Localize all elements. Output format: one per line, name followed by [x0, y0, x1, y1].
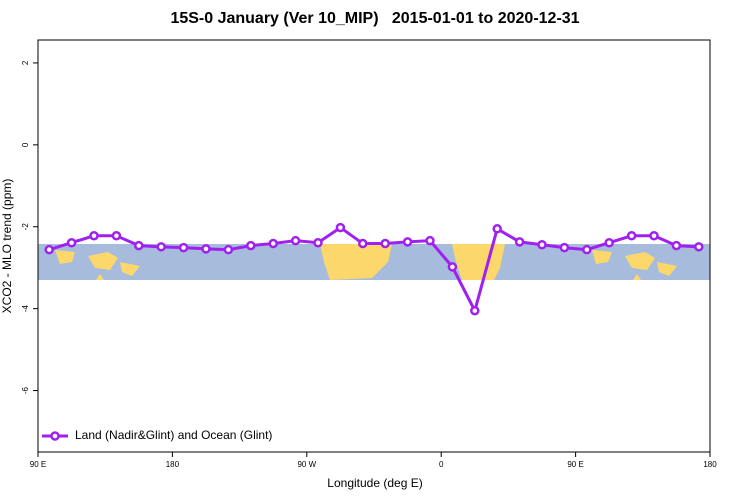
- x-tick-label: 90 E: [567, 460, 583, 469]
- y-tick-label: 2: [21, 60, 30, 65]
- y-tick-label: 0: [21, 142, 30, 147]
- data-point: [66, 237, 77, 248]
- data-point: [626, 231, 637, 241]
- data-point: [313, 237, 323, 248]
- y-tick-label: -4: [21, 305, 30, 313]
- y-axis-label: XCO2 - MLO trend (ppm): [0, 179, 14, 314]
- x-tick-label: 180: [166, 460, 180, 469]
- data-point: [380, 238, 390, 249]
- data-point: [514, 237, 525, 247]
- x-tick-label: 180: [703, 460, 717, 469]
- x-tick-label: 0: [439, 460, 444, 469]
- data-point: [89, 231, 99, 241]
- data-point: [290, 235, 301, 246]
- data-point: [694, 242, 704, 252]
- data-point: [671, 240, 682, 251]
- data-point: [402, 237, 413, 247]
- legend-marker: [50, 431, 60, 441]
- data-point: [246, 240, 256, 251]
- data-point: [447, 262, 458, 272]
- data-point: [492, 224, 502, 234]
- data-point: [178, 242, 189, 253]
- data-point: [582, 244, 592, 255]
- y-tick-label: -2: [21, 223, 30, 231]
- legend-label: Land (Nadir&Glint) and Ocean (Glint): [75, 428, 272, 442]
- x-tick-label: 90 W: [297, 460, 316, 469]
- land: [592, 250, 677, 280]
- y-tick-label: -6: [21, 386, 30, 394]
- data-point: [559, 242, 570, 253]
- data-point: [358, 238, 368, 249]
- land: [320, 244, 392, 280]
- data-point: [44, 244, 54, 255]
- data-point: [470, 305, 480, 316]
- data-point: [604, 237, 614, 248]
- data-point: [223, 244, 234, 255]
- data-point: [201, 244, 211, 254]
- data-point: [156, 242, 166, 252]
- plot-frame: [37, 39, 711, 453]
- data-point: [111, 231, 122, 241]
- chart-title: 15S-0 January (Ver 10_MIP) 2015-01-01 to…: [170, 10, 579, 27]
- land: [55, 250, 140, 280]
- data-point: [335, 222, 346, 233]
- data-point: [134, 240, 144, 251]
- x-tick-label: 90 E: [30, 460, 46, 469]
- data-point: [537, 240, 547, 250]
- x-axis-label: Longitude (deg E): [327, 476, 422, 490]
- data-point: [425, 235, 435, 246]
- map-band: [38, 244, 710, 280]
- data-point: [268, 238, 278, 249]
- data-point: [649, 231, 659, 241]
